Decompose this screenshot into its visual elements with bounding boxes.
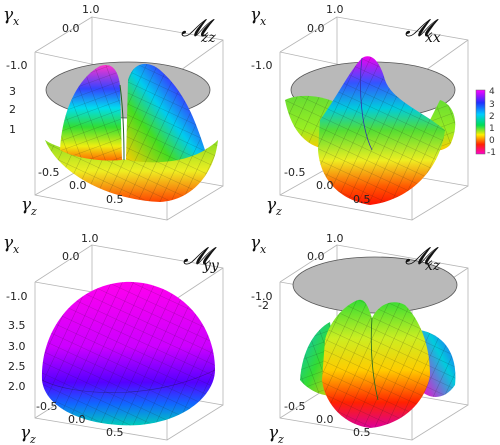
svg-text:0.5: 0.5 (106, 193, 124, 206)
svg-text:x: x (260, 243, 267, 256)
panel-mxx: 𝓜 xx γ x 1.0 0.0 -1.0 -0.5 0.0 0.5 γ z (250, 3, 469, 221)
svg-text:0.0: 0.0 (68, 413, 86, 426)
svg-text:0.0: 0.0 (62, 250, 80, 263)
gamma-x-label: γ x (3, 233, 20, 256)
svg-text:3.0: 3.0 (8, 340, 26, 353)
svg-text:-1.0: -1.0 (6, 290, 27, 303)
title-mxz: 𝓜 xz (405, 242, 441, 274)
surface-mxx (285, 56, 456, 205)
svg-text:x: x (13, 243, 20, 256)
svg-text:1.0: 1.0 (326, 232, 344, 245)
z-axis-ticks: -0.5 0.0 0.5 (284, 166, 371, 206)
svg-text:0.0: 0.0 (307, 250, 325, 263)
surface-mzz (45, 63, 218, 202)
x-axis-ticks: 1.0 0.0 -1.0 (6, 232, 99, 303)
svg-text:-1: -1 (487, 148, 496, 158)
value-axis-ticks: -2 (258, 299, 269, 312)
svg-text:2: 2 (9, 103, 16, 116)
svg-text:z: z (30, 205, 37, 218)
surface-myy (41, 281, 216, 426)
svg-text:z: z (275, 205, 282, 218)
gamma-x-label: γ x (250, 233, 267, 256)
panel-mxz: 𝓜 xz γ x 1.0 0.0 -1.0 -2 -0.5 0.0 0.5 γ … (250, 232, 469, 445)
svg-text:1: 1 (489, 124, 495, 134)
svg-text:x: x (260, 15, 267, 28)
z-axis-ticks: -0.5 0.0 0.5 (38, 166, 124, 206)
svg-text:-1.0: -1.0 (251, 290, 272, 303)
svg-text:γ: γ (266, 195, 277, 215)
gamma-z-label: γ z (20, 423, 36, 445)
gamma-x-label: γ x (250, 5, 267, 28)
svg-text:-0.5: -0.5 (284, 400, 305, 413)
svg-text:-0.5: -0.5 (36, 400, 57, 413)
gamma-z-label: γ z (21, 195, 37, 218)
svg-text:0.0: 0.0 (316, 179, 334, 192)
svg-text:z: z (29, 433, 36, 445)
x-axis-ticks: 1.0 0.0 -1.0 (251, 3, 344, 72)
x-axis-ticks: 1.0 0.0 -1.0 (251, 232, 344, 303)
value-axis-ticks: 3 2 1 (9, 85, 16, 136)
svg-text:γ: γ (3, 233, 14, 253)
svg-text:3: 3 (489, 100, 495, 110)
panel-myy: 𝓜 yy γ x 1.0 0.0 -1.0 3.5 3.0 2.5 2.0 -0… (3, 232, 224, 445)
surface-mxz (300, 299, 456, 428)
colorbar: 4 3 2 1 0 -1 (475, 87, 496, 158)
svg-text:0.5: 0.5 (106, 426, 124, 439)
svg-text:3.5: 3.5 (8, 319, 26, 332)
svg-text:γ: γ (20, 423, 31, 443)
svg-text:0.5: 0.5 (353, 426, 371, 439)
svg-text:γ: γ (268, 423, 279, 443)
svg-text:-2: -2 (258, 299, 269, 312)
gamma-z-label: γ z (268, 423, 284, 445)
title-myy: 𝓜 yy (183, 242, 220, 274)
svg-text:1.0: 1.0 (81, 232, 99, 245)
svg-text:z: z (277, 433, 284, 445)
svg-text:1.0: 1.0 (326, 3, 344, 16)
x-axis-ticks: 1.0 0.0 -1.0 (6, 3, 100, 72)
z-axis-ticks: -0.5 0.0 0.5 (284, 400, 371, 439)
svg-text:2.0: 2.0 (8, 380, 26, 393)
svg-text:0.0: 0.0 (69, 179, 87, 192)
value-axis-ticks: 3.5 3.0 2.5 2.0 (8, 319, 26, 393)
svg-text:2.5: 2.5 (8, 360, 26, 373)
svg-text:4: 4 (489, 87, 495, 97)
svg-text:-0.5: -0.5 (284, 166, 305, 179)
svg-text:γ: γ (250, 233, 261, 253)
svg-text:xz: xz (425, 258, 441, 274)
z-axis-ticks: -0.5 0.0 0.5 (36, 400, 124, 439)
svg-text:0.5: 0.5 (353, 193, 371, 206)
svg-text:1: 1 (9, 123, 16, 136)
svg-text:0: 0 (489, 136, 495, 146)
svg-text:-0.5: -0.5 (38, 166, 59, 179)
svg-text:1.0: 1.0 (82, 3, 100, 16)
svg-text:0.0: 0.0 (307, 22, 325, 35)
colorbar-gradient (475, 89, 486, 155)
svg-text:γ: γ (21, 195, 32, 215)
svg-text:xx: xx (425, 30, 441, 46)
svg-text:x: x (13, 15, 20, 28)
svg-text:2: 2 (489, 112, 495, 122)
svg-text:yy: yy (202, 258, 220, 274)
svg-text:3: 3 (9, 85, 16, 98)
gamma-x-label: γ x (3, 5, 20, 28)
svg-text:-1.0: -1.0 (6, 59, 27, 72)
svg-text:zz: zz (200, 30, 216, 46)
svg-text:γ: γ (3, 5, 14, 25)
title-mxx: 𝓜 xx (405, 14, 441, 46)
svg-text:0.0: 0.0 (316, 413, 334, 426)
svg-text:0.0: 0.0 (62, 22, 80, 35)
title-mzz: 𝓜 zz (181, 14, 216, 46)
svg-text:γ: γ (250, 5, 261, 25)
panel-mzz: 𝓜 zz γ x 1.0 0.0 -1.0 3 2 1 -0.5 0.0 0.5… (3, 3, 224, 221)
svg-text:-1.0: -1.0 (251, 59, 272, 72)
gamma-z-label: γ z (266, 195, 282, 218)
